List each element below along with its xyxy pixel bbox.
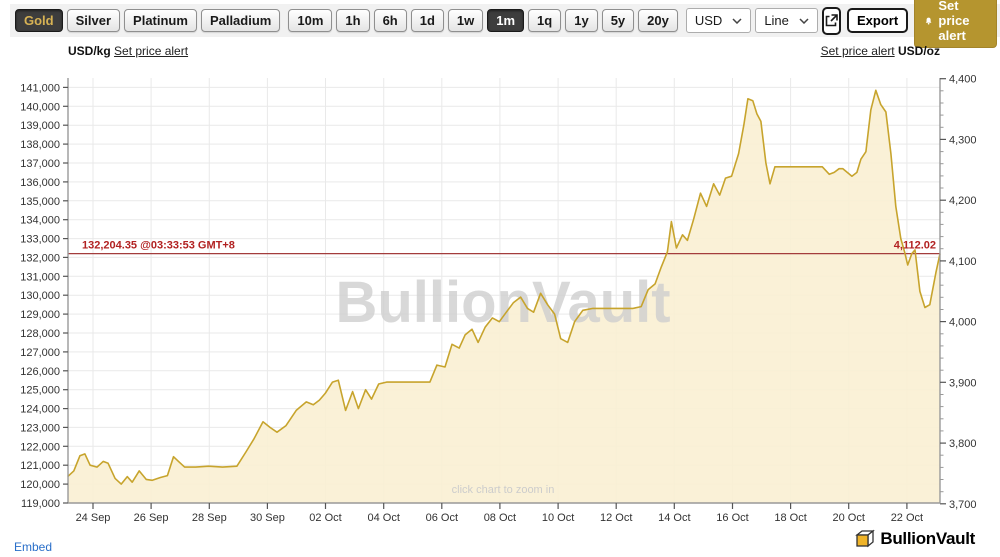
- left-tick-label: 134,000: [20, 215, 60, 227]
- metal-button-gold[interactable]: Gold: [15, 9, 63, 32]
- timeframe-button-1q[interactable]: 1q: [528, 9, 562, 32]
- left-axis-header: USD/kg Set price alert: [68, 44, 188, 58]
- chart-type-value: Line: [764, 13, 789, 28]
- x-tick-label: 12 Oct: [600, 512, 632, 524]
- bullionvault-logo: BullionVault: [853, 528, 975, 550]
- right-axis-header: Set price alert USD/oz: [821, 44, 940, 58]
- left-tick-label: 138,000: [20, 139, 60, 151]
- x-tick-label: 30 Sep: [250, 512, 285, 524]
- zoom-hint: click chart to zoom in: [452, 484, 555, 496]
- set-price-alert-link-left[interactable]: Set price alert: [114, 44, 189, 58]
- x-tick-label: 20 Oct: [832, 512, 864, 524]
- right-tick-label: 3,800: [949, 438, 977, 450]
- chart-plot-area[interactable]: [68, 78, 940, 503]
- left-tick-label: 129,000: [20, 309, 60, 321]
- timeframe-button-1y[interactable]: 1y: [565, 9, 598, 32]
- left-tick-label: 140,000: [20, 101, 60, 113]
- left-tick-label: 121,000: [20, 460, 60, 472]
- left-tick-label: 120,000: [20, 479, 60, 491]
- x-tick-label: 16 Oct: [716, 512, 748, 524]
- external-link-icon: [825, 14, 838, 27]
- chevron-down-icon: [799, 17, 809, 24]
- embed-link[interactable]: Embed: [14, 540, 53, 554]
- set-price-alert-button[interactable]: Set price alert: [914, 0, 998, 48]
- right-tick-label: 3,900: [949, 377, 977, 389]
- chart-type-select[interactable]: Line: [755, 8, 818, 33]
- x-tick-label: 08 Oct: [484, 512, 516, 524]
- left-tick-label: 119,000: [21, 498, 60, 510]
- left-tick-label: 141,000: [20, 82, 60, 94]
- set-price-alert-link-right[interactable]: Set price alert: [820, 44, 895, 58]
- right-tick-label: 3,700: [949, 499, 977, 511]
- metal-button-platinum[interactable]: Platinum: [124, 9, 197, 32]
- left-tick-label: 122,000: [20, 441, 60, 453]
- usd-oz-label: USD/oz: [898, 44, 940, 58]
- left-tick-label: 127,000: [20, 347, 60, 359]
- right-tick-label: 4,000: [949, 317, 977, 329]
- x-tick-label: 06 Oct: [426, 512, 458, 524]
- timeframe-button-20y[interactable]: 20y: [638, 9, 678, 32]
- x-tick-label: 22 Oct: [891, 512, 923, 524]
- left-tick-label: 125,000: [20, 385, 60, 397]
- timeframe-button-1d[interactable]: 1d: [410, 9, 444, 32]
- x-tick-label: 24 Sep: [76, 512, 111, 524]
- left-tick-label: 139,000: [20, 120, 60, 132]
- metal-button-palladium[interactable]: Palladium: [200, 9, 281, 32]
- metal-button-silver[interactable]: Silver: [66, 9, 121, 32]
- export-button[interactable]: Export: [846, 8, 909, 33]
- left-tick-label: 132,000: [20, 252, 60, 264]
- usd-kg-label: USD/kg: [68, 44, 111, 58]
- x-tick-label: 04 Oct: [367, 512, 399, 524]
- timeframe-button-1m[interactable]: 1m: [487, 9, 525, 32]
- timeframe-button-1h[interactable]: 1h: [336, 9, 370, 32]
- current-price-label-oz: 4,112.02: [894, 240, 936, 252]
- right-tick-label: 4,200: [949, 195, 977, 207]
- watermark: BullionVault: [335, 270, 670, 335]
- brand-name: BullionVault: [880, 529, 975, 548]
- left-tick-label: 123,000: [20, 422, 60, 434]
- left-tick-label: 135,000: [20, 196, 60, 208]
- left-tick-label: 126,000: [20, 366, 60, 378]
- timeframe-button-5y[interactable]: 5y: [601, 9, 635, 32]
- toolbar-right-cluster: Export Set price alert: [821, 0, 998, 48]
- price-area: [67, 90, 940, 504]
- cube-icon: [855, 529, 876, 548]
- left-tick-label: 136,000: [20, 177, 60, 189]
- x-tick-label: 26 Sep: [134, 512, 169, 524]
- x-tick-label: 28 Sep: [192, 512, 227, 524]
- bell-icon: [925, 17, 932, 25]
- left-tick-label: 131,000: [20, 271, 60, 283]
- timeframe-button-6h[interactable]: 6h: [373, 9, 407, 32]
- popout-button[interactable]: [821, 6, 841, 35]
- left-tick-label: 128,000: [20, 328, 60, 340]
- left-tick-label: 130,000: [20, 290, 60, 302]
- toolbar: Gold Silver Platinum Palladium 10m 1h 6h…: [10, 0, 1000, 48]
- x-tick-label: 14 Oct: [658, 512, 690, 524]
- left-tick-label: 137,000: [20, 158, 60, 170]
- timeframe-button-10m[interactable]: 10m: [288, 9, 333, 32]
- currency-value: USD: [694, 13, 723, 28]
- currency-select[interactable]: USD: [685, 8, 752, 33]
- right-tick-label: 4,300: [949, 134, 977, 146]
- current-price-label-kg: 132,204.35 @03:33:53 GMT+8: [82, 240, 235, 252]
- price-line: [67, 89, 941, 485]
- timeframe-button-1w[interactable]: 1w: [447, 9, 484, 32]
- chevron-down-icon: [732, 17, 742, 24]
- set-price-alert-label: Set price alert: [938, 0, 970, 43]
- left-tick-label: 133,000: [20, 234, 60, 246]
- left-tick-label: 124,000: [20, 404, 60, 416]
- x-tick-label: 10 Oct: [542, 512, 574, 524]
- right-tick-label: 4,400: [949, 74, 977, 86]
- x-tick-label: 18 Oct: [774, 512, 806, 524]
- right-tick-label: 4,100: [949, 256, 977, 268]
- x-tick-label: 02 Oct: [309, 512, 341, 524]
